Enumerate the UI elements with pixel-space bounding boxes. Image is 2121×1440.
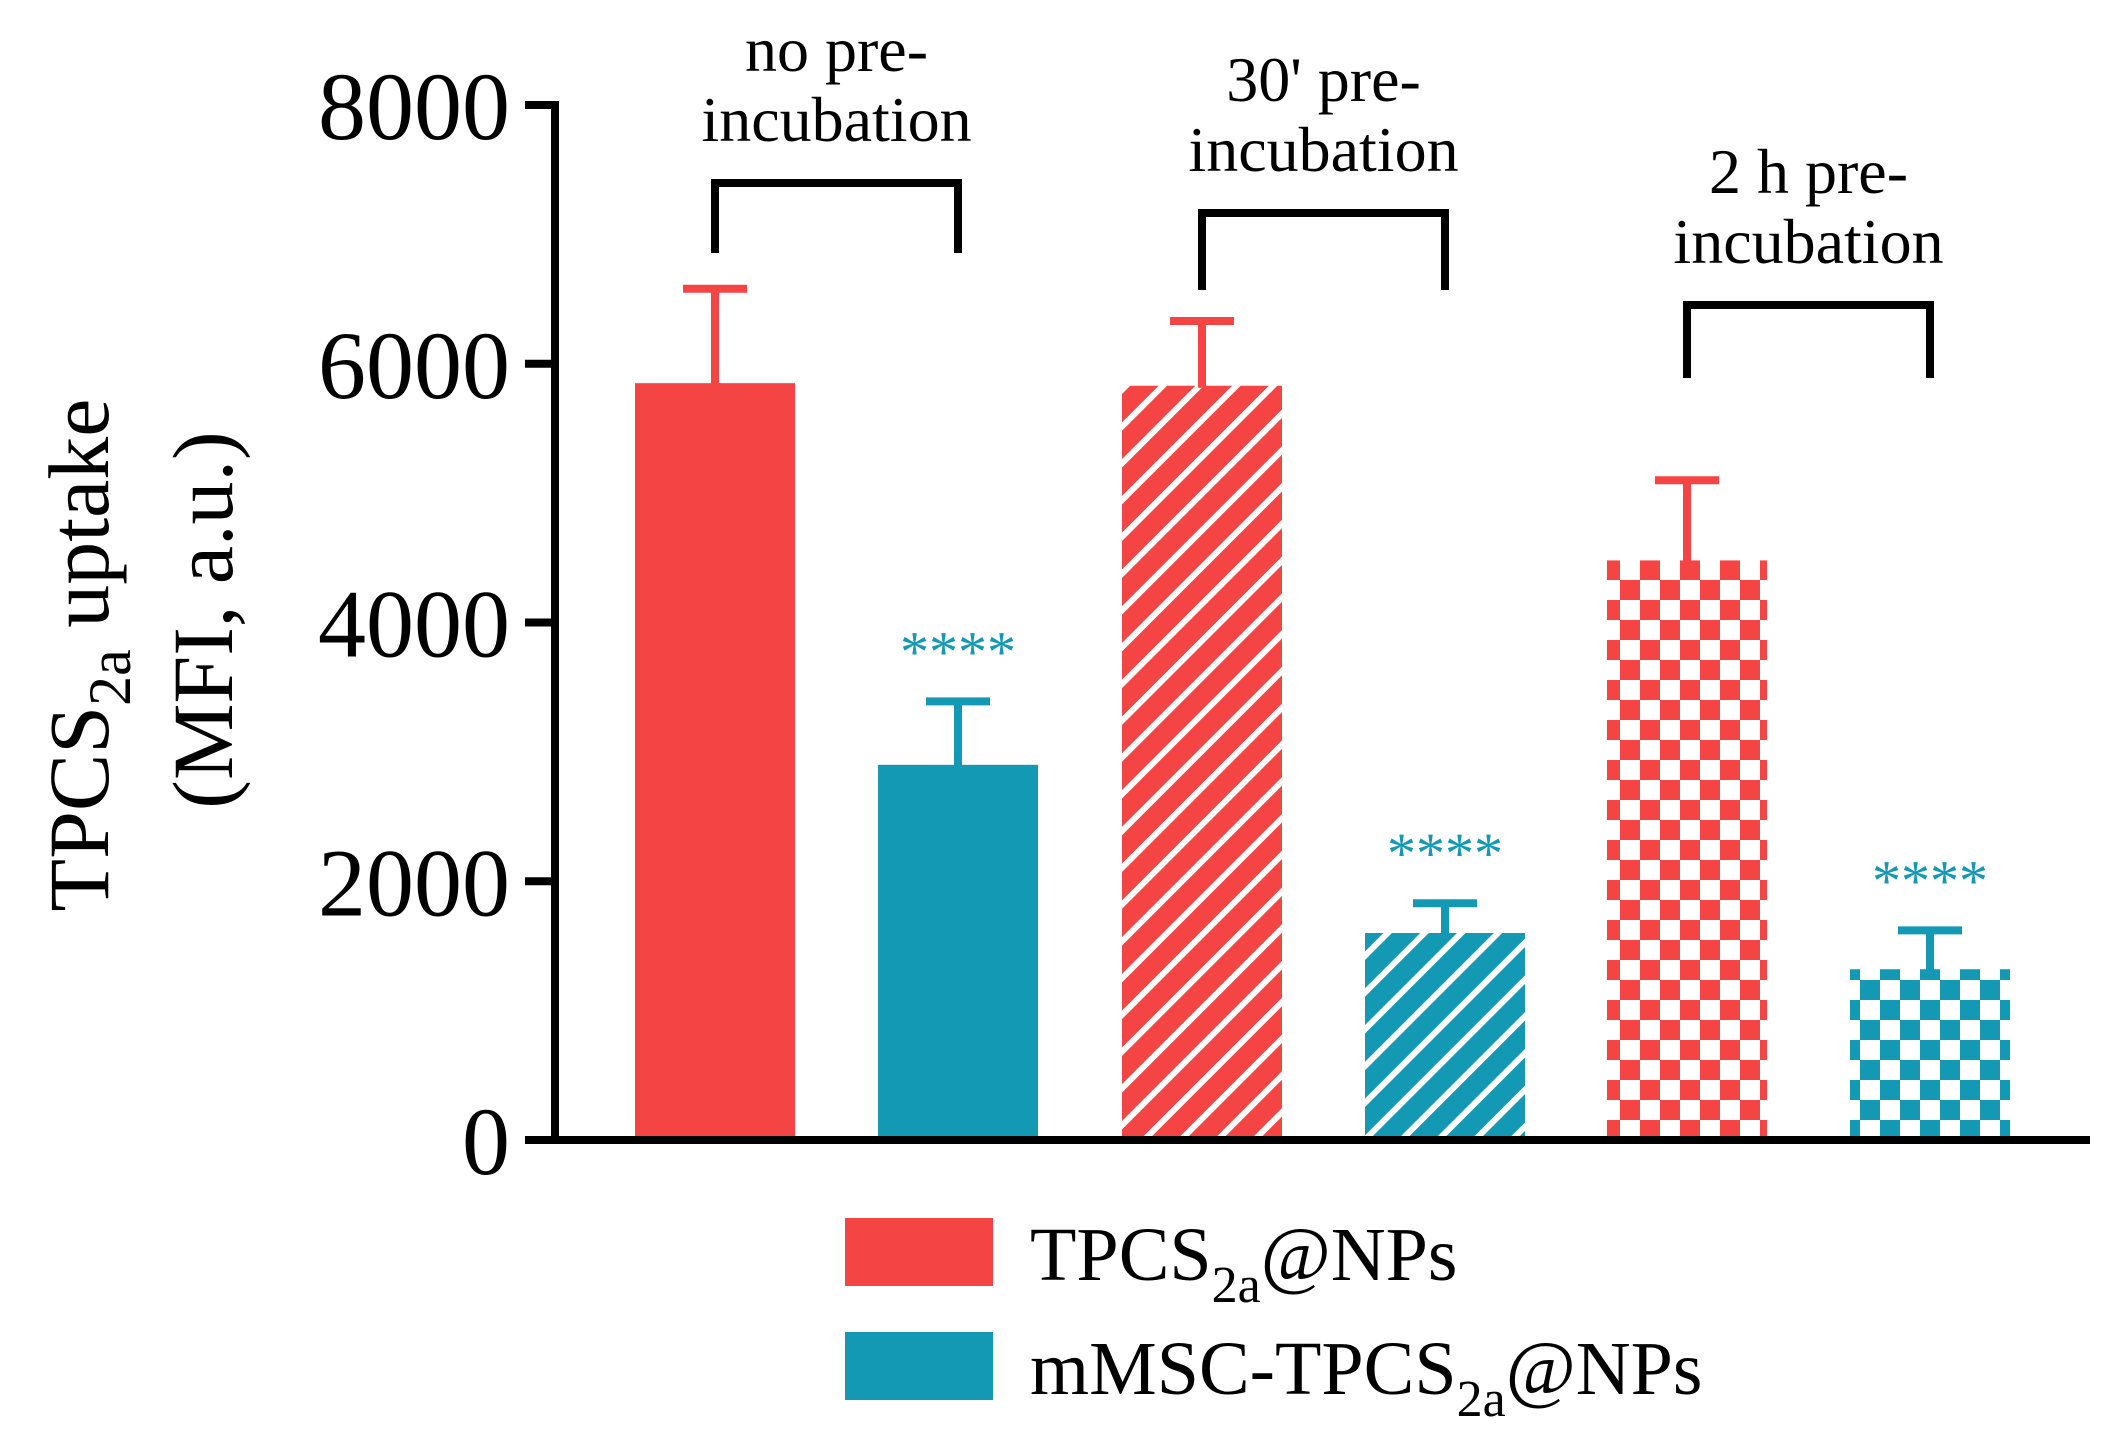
- group-label-line1: 30' pre-: [1226, 44, 1421, 115]
- group-label-line1: 2 h pre-: [1709, 136, 1908, 207]
- group-label-line2: incubation: [701, 84, 971, 155]
- group-bracket: [1683, 301, 1934, 378]
- bar: [1122, 385, 1282, 1136]
- y-tick-label: 2000: [318, 829, 510, 936]
- legend: TPCS2a@NPs mMSC-TPCS2a@NPs: [845, 1213, 1702, 1428]
- group-label-line2: incubation: [1673, 206, 1943, 277]
- group-bracket: [1198, 209, 1449, 290]
- y-tick-label: 6000: [318, 312, 510, 419]
- legend-swatch-mmsc-tpcs-nps: [845, 1332, 993, 1400]
- bar: [635, 383, 795, 1136]
- y-tick-label: 4000: [318, 571, 510, 678]
- y-tick-label: 8000: [318, 53, 510, 160]
- bar: [878, 764, 1038, 1136]
- y-tick-label: 0: [462, 1088, 510, 1195]
- y-axis-title-line1: TPCS2a uptake: [31, 399, 143, 912]
- bar: [1365, 933, 1525, 1136]
- y-axis-title-line2: (MFI, a.u.): [155, 431, 251, 808]
- group-label-line2: incubation: [1188, 114, 1458, 185]
- significance-label: ****: [900, 619, 1016, 684]
- group-label-line1: no pre-: [745, 14, 928, 85]
- significance-label: ****: [1872, 848, 1988, 913]
- significance-label: ****: [1387, 821, 1503, 886]
- group-bracket: [711, 179, 962, 253]
- bar: [1607, 560, 1767, 1136]
- plot-area: 0 2000 4000 6000 8000 **** no pre-incubation **…: [318, 14, 2090, 1195]
- bar: [1850, 969, 2010, 1136]
- legend-label-mmsc-tpcs-nps: mMSC-TPCS2a@NPs: [1030, 1327, 1702, 1428]
- legend-label-tpcs-nps: TPCS2a@NPs: [1030, 1213, 1457, 1314]
- legend-swatch-tpcs-nps: [845, 1218, 993, 1286]
